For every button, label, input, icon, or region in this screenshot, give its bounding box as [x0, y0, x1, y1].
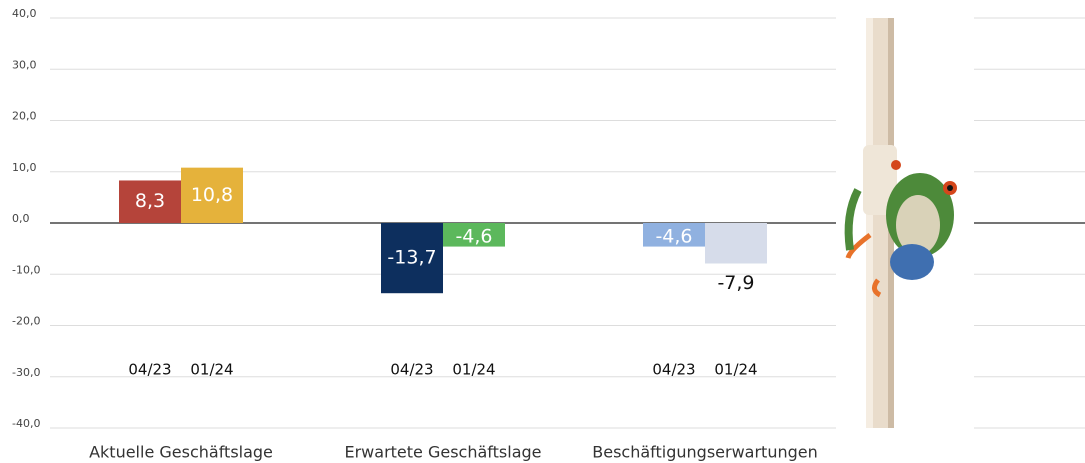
- y-tick-label: 40,0: [12, 7, 37, 20]
- y-tick-label: 10,0: [12, 161, 37, 174]
- value-label: -4,6: [655, 226, 692, 248]
- category-label: Aktuelle Geschäftslage: [89, 443, 273, 462]
- series-label: 01/24: [714, 361, 757, 379]
- series-label: 04/23: [390, 361, 433, 379]
- y-tick-label: 0,0: [12, 212, 30, 225]
- bar: [705, 223, 767, 263]
- category-label: Beschäftigungserwartungen: [592, 443, 817, 462]
- series-label: 04/23: [128, 361, 171, 379]
- chart: -40,0-30,0-20,0-10,00,010,020,030,040,0 …: [0, 0, 1085, 463]
- y-tick-label: -20,0: [12, 315, 40, 328]
- y-tick-label: -40,0: [12, 417, 40, 430]
- y-tick-label: -30,0: [12, 366, 40, 379]
- series-label: 01/24: [452, 361, 495, 379]
- y-tick-label: -10,0: [12, 263, 40, 276]
- y-tick-label: 30,0: [12, 58, 37, 71]
- y-tick-label: 20,0: [12, 110, 37, 123]
- value-label: -7,9: [717, 272, 754, 294]
- value-label: -13,7: [387, 247, 436, 269]
- value-label: 10,8: [191, 184, 233, 206]
- category-label: Erwartete Geschäftslage: [344, 443, 541, 462]
- series-label: 01/24: [190, 361, 233, 379]
- value-label: -4,6: [455, 226, 492, 248]
- series-label: 04/23: [652, 361, 695, 379]
- frog-illustration: [836, 14, 974, 434]
- value-label: 8,3: [135, 190, 165, 212]
